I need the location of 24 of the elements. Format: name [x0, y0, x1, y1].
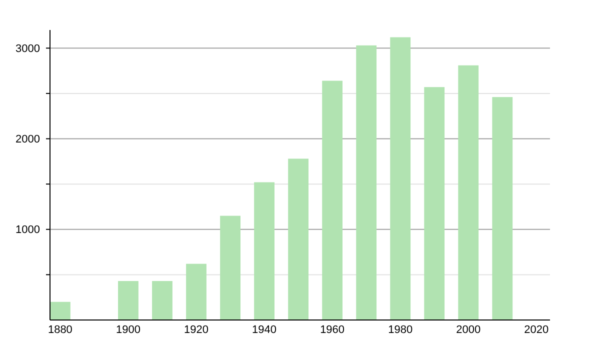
- x-tick-label: 1960: [320, 324, 345, 336]
- bar: [50, 302, 70, 320]
- bar: [356, 45, 377, 320]
- x-tick-label: 1940: [252, 324, 277, 336]
- bar: [492, 97, 513, 320]
- bar: [186, 264, 206, 320]
- x-tick-label: 1880: [48, 324, 72, 336]
- bar: [254, 182, 274, 320]
- x-tick-label: 2000: [456, 324, 481, 336]
- bar: [220, 216, 240, 320]
- bar: [288, 158, 309, 320]
- x-tick-label: 1980: [388, 324, 413, 336]
- y-tick-label: 1000: [16, 224, 40, 236]
- y-tick-label: 2000: [16, 134, 40, 146]
- bar: [424, 87, 445, 320]
- bar: [458, 65, 479, 320]
- x-tick-label: 1920: [184, 324, 208, 336]
- bar: [152, 281, 172, 320]
- x-tick-label: 1900: [116, 324, 140, 336]
- y-tick-label: 3000: [16, 42, 40, 55]
- x-tick-label: 2020: [524, 324, 549, 336]
- bar: [390, 37, 411, 320]
- bar: [322, 80, 343, 320]
- bar: [118, 281, 138, 320]
